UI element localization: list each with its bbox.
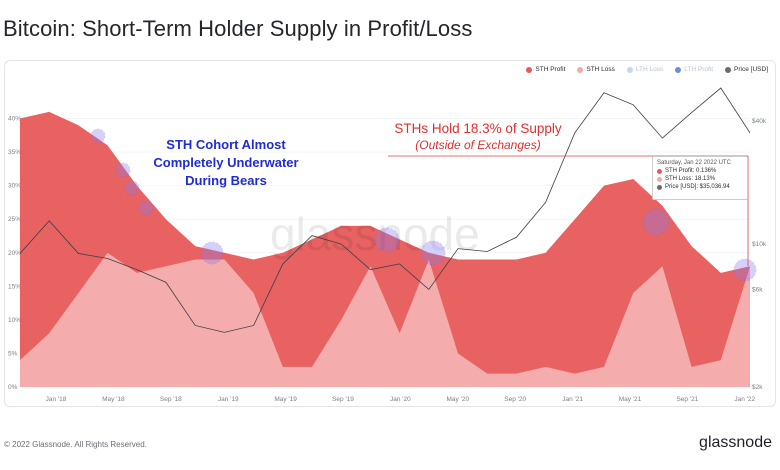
- y-right-tick-label: $6k: [752, 286, 763, 293]
- copyright: © 2022 Glassnode. All Rights Reserved.: [4, 440, 147, 449]
- legend-label: Price [USD]: [734, 66, 768, 73]
- legend-label: STH Loss: [586, 66, 615, 73]
- highlight-circle: [642, 208, 670, 236]
- x-tick-label: May '20: [447, 396, 470, 403]
- tooltip-loss: STH Loss: 18.13%: [665, 176, 716, 182]
- x-tick-label: Sep '21: [676, 396, 698, 403]
- legend-label: LTH Profit: [684, 66, 714, 73]
- highlight-circle: [420, 240, 446, 266]
- annotation-red-line1: STHs Hold 18.3% of Supply: [394, 121, 562, 136]
- legend: STH Profit STH Loss LTH Loss LTH Profit …: [526, 66, 768, 73]
- x-tick-label: Sep '18: [160, 396, 182, 403]
- series-price-line: [19, 87, 751, 333]
- highlight-circle: [374, 227, 400, 253]
- y-tick-label: 35%: [8, 149, 21, 156]
- tooltip-dot: [657, 176, 662, 182]
- legend-item-lth-profit[interactable]: LTH Profit: [675, 66, 713, 73]
- brand-logo: glassnode: [699, 434, 772, 451]
- legend-item-sth-profit[interactable]: STH Profit: [526, 66, 565, 73]
- x-tick-label: May '19: [274, 396, 297, 403]
- y-tick-label: 30%: [8, 183, 21, 190]
- y-tick-label: 5%: [8, 350, 18, 357]
- legend-swatch: [725, 66, 732, 73]
- tooltip-profit: STH Profit: 0.136%: [665, 168, 717, 174]
- legend-swatch: [626, 66, 633, 73]
- tooltip-row-loss: STH Loss: 18.13%: [657, 176, 743, 182]
- tooltip-date: Saturday, Jan 22 2022 UTC: [657, 160, 731, 166]
- legend-item-price[interactable]: Price [USD]: [725, 66, 768, 73]
- legend-label: LTH Loss: [635, 66, 664, 73]
- legend-swatch: [577, 66, 584, 73]
- annotation-red-line2: (Outside of Exchanges): [415, 138, 540, 152]
- highlight-circle: [115, 162, 131, 178]
- chart-title: Bitcoin: Short-Term Holder Supply in Pro…: [3, 16, 473, 41]
- tooltip-dot: [657, 168, 662, 174]
- x-tick-label: May '18: [102, 396, 125, 403]
- legend-item-lth-loss[interactable]: LTH Loss: [626, 66, 664, 73]
- tooltip-row-profit: STH Profit: 0.136%: [657, 168, 743, 174]
- annotation-blue-line2: Completely Underwater: [153, 155, 298, 170]
- series-sth-loss-area: [20, 252, 750, 387]
- x-tick-label: Sep '19: [332, 396, 354, 403]
- highlight-circle: [124, 180, 140, 196]
- legend-item-sth-loss[interactable]: STH Loss: [577, 66, 615, 73]
- y-right-tick-label: $10k: [752, 241, 767, 248]
- highlight-circle: [200, 241, 224, 265]
- legend-swatch: [526, 66, 533, 73]
- annotation-blue-line3: During Bears: [185, 173, 267, 188]
- x-tick-label: Jan '20: [390, 396, 411, 403]
- y-tick-label: 0%: [8, 384, 18, 391]
- highlight-circle: [90, 128, 106, 144]
- x-tick-label: Jan '22: [734, 396, 755, 403]
- annotation-blue-line1: STH Cohort Almost: [166, 137, 286, 152]
- y-tick-label: 25%: [8, 216, 21, 223]
- legend-label: STH Profit: [535, 66, 566, 73]
- x-tick-label: Jan '19: [218, 396, 239, 403]
- x-tick-label: Sep '20: [504, 396, 526, 403]
- y-tick-label: 10%: [8, 317, 21, 324]
- tooltip-dot: [657, 184, 662, 190]
- highlight-circle: [733, 258, 757, 282]
- legend-swatch: [675, 66, 682, 73]
- x-tick-label: Jan '21: [562, 396, 583, 403]
- x-tick-label: May '21: [619, 396, 642, 403]
- y-right-tick-label: $2k: [752, 384, 763, 391]
- y-tick-label: 40%: [8, 116, 21, 123]
- y-tick-label: 15%: [8, 283, 21, 290]
- tooltip-price: Price [USD]: $35,036.94: [665, 184, 730, 190]
- tooltip-row-price: Price [USD]: $35,036.94: [657, 184, 743, 190]
- watermark: glassnode: [270, 208, 480, 260]
- x-tick-label: Jan '18: [46, 396, 67, 403]
- highlight-circle: [138, 200, 154, 216]
- y-tick-label: 20%: [8, 250, 21, 257]
- y-right-tick-label: $40k: [752, 118, 767, 125]
- tooltip: Saturday, Jan 22 2022 UTC STH Profit: 0.…: [652, 156, 748, 200]
